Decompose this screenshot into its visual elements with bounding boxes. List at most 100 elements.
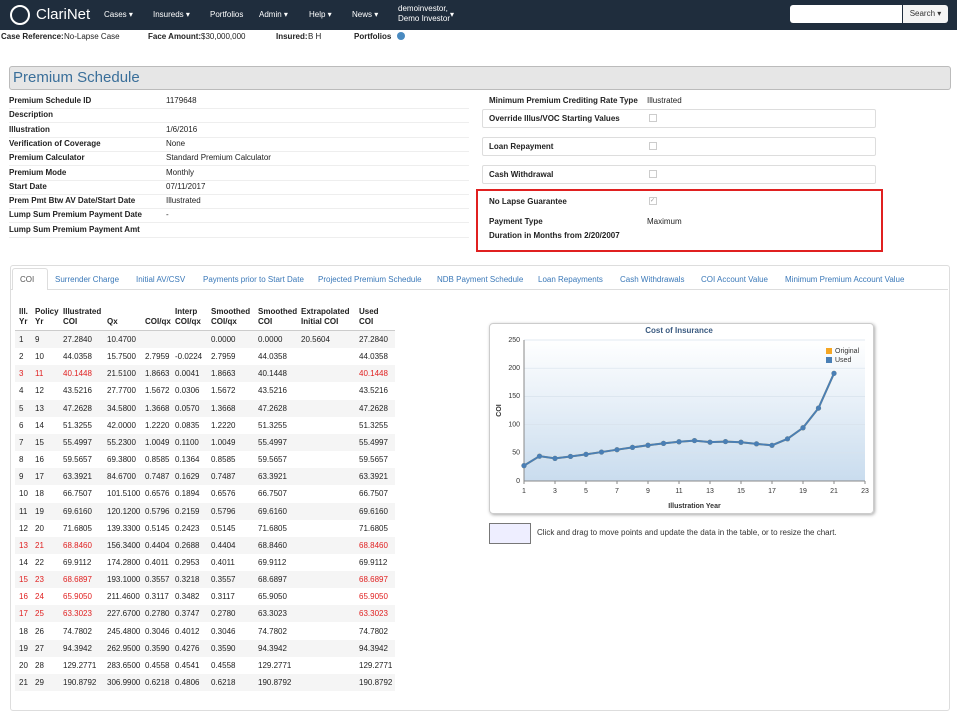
cell: 65.9050 (258, 592, 287, 602)
cell: 0.3117 (145, 592, 169, 602)
cell: 0.3590 (211, 643, 236, 653)
field-label: Lump Sum Premium Payment Date (9, 210, 142, 220)
field-rule (9, 222, 469, 224)
tab[interactable]: Payments prior to Start Date (203, 275, 304, 284)
y-tick-label: 0 (516, 478, 520, 485)
nav-item[interactable]: Cases ▾ (104, 10, 133, 19)
search-input[interactable] (790, 5, 902, 23)
checkbox[interactable] (649, 170, 657, 178)
row-stripe (15, 536, 395, 554)
legend-swatch (826, 357, 832, 363)
tab[interactable]: Surrender Charge (55, 275, 120, 284)
cell: 0.0041 (175, 369, 200, 379)
cell: 10 (35, 352, 44, 362)
cell: 20.5604 (301, 335, 330, 344)
legend-swatch (826, 348, 832, 354)
cell: 9 (35, 335, 40, 344)
cell: 0.3590 (145, 643, 170, 653)
option-label: Loan Repayment (489, 142, 554, 151)
cell: 0.2780 (211, 609, 236, 619)
tab[interactable]: Initial AV/CSV (136, 275, 186, 284)
cell: 0.4012 (175, 626, 200, 636)
cell: 190.8792 (63, 678, 97, 687)
drag-icon (489, 523, 531, 544)
search-button[interactable]: Search ▾ (903, 5, 948, 23)
cell: 0.4011 (211, 557, 235, 567)
cell: 6 (19, 420, 24, 430)
brand[interactable]: ClariNet (36, 6, 91, 23)
cell: 47.2628 (63, 403, 92, 413)
cell: 68.8460 (258, 540, 287, 550)
cell: 193.1000 (107, 575, 141, 585)
x-tick-label: 19 (799, 488, 807, 495)
checkbox[interactable] (649, 114, 657, 122)
cell: 27.7700 (107, 386, 136, 396)
data-point (598, 449, 605, 455)
case-label: Face Amount: (148, 32, 202, 41)
field-value: Illustrated (647, 96, 682, 105)
tab-panel (10, 265, 950, 711)
field-value: 07/11/2017 (166, 181, 206, 191)
cell: 0.0835 (175, 420, 200, 430)
nav-item[interactable]: News ▾ (352, 10, 379, 19)
cell: 21 (19, 678, 28, 687)
user-name[interactable]: Demo Investor (398, 14, 451, 23)
cell: 0.4276 (175, 643, 200, 653)
nav-item[interactable]: Admin ▾ (259, 10, 288, 19)
cell: 59.5657 (359, 455, 388, 465)
cell: 129.2771 (359, 660, 393, 670)
nav-item[interactable]: Insureds ▾ (153, 10, 190, 19)
tab[interactable]: Minimum Premium Account Value (785, 275, 905, 284)
cell: 68.6897 (258, 575, 287, 585)
cell: 15.7500 (107, 352, 136, 362)
row-stripe (15, 674, 395, 691)
option-box (482, 109, 876, 128)
data-point (769, 442, 775, 448)
column-header: Yr (19, 317, 28, 326)
column-header: Smoothed (258, 307, 298, 316)
cell: 23 (35, 575, 44, 585)
cell: 190.8792 (359, 678, 393, 687)
checkbox[interactable] (649, 142, 657, 150)
cell: 8 (19, 455, 24, 465)
data-point (552, 455, 558, 461)
tab[interactable]: Projected Premium Schedule (318, 275, 422, 284)
cell: 13 (35, 403, 44, 413)
column-header: Smoothed (211, 307, 251, 316)
cell: 14 (19, 557, 28, 567)
field-value: - (166, 210, 169, 220)
data-point (784, 436, 791, 442)
tab[interactable]: NDB Payment Schedule (437, 275, 524, 284)
cell: 19 (35, 506, 44, 516)
field-rule (9, 150, 469, 152)
user-caret[interactable]: ▾ (450, 10, 455, 19)
cell: 47.2628 (258, 403, 287, 413)
cell: 69.6160 (63, 506, 92, 516)
data-point (536, 453, 543, 459)
cell: 68.6897 (63, 575, 92, 585)
checkbox[interactable]: ✓ (649, 197, 657, 205)
cell: 63.3023 (63, 609, 92, 619)
field-rule (9, 193, 469, 195)
nav-item[interactable]: Portfolios (210, 10, 244, 19)
cell: 0.4558 (145, 660, 170, 670)
cell: 15 (19, 575, 28, 585)
option-label: Payment Type (489, 217, 543, 226)
cell: 17 (35, 472, 44, 482)
cell: 1.0049 (145, 437, 170, 447)
cell: 47.2628 (359, 403, 388, 413)
cell: 139.3300 (107, 523, 141, 533)
cell: 24 (35, 592, 44, 602)
data-point (815, 405, 822, 411)
column-header: Policy (35, 307, 59, 316)
user-name[interactable]: demoinvestor, (398, 4, 448, 13)
tab[interactable]: COI Account Value (701, 275, 768, 284)
cell: 120.1200 (107, 506, 141, 516)
tab[interactable]: Loan Repayments (538, 275, 603, 284)
search-label: Search (909, 9, 936, 18)
nav-item[interactable]: Help ▾ (309, 10, 332, 19)
tab[interactable]: Cash Withdrawals (620, 275, 685, 284)
tab[interactable]: COI (20, 275, 35, 284)
row-stripe (15, 331, 395, 348)
